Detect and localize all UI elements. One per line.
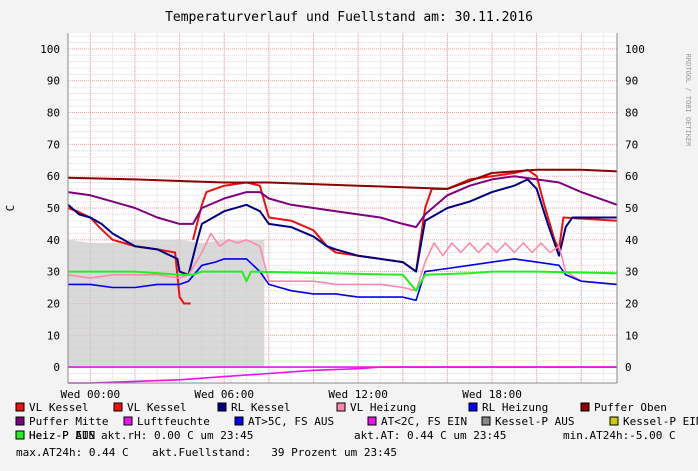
y-tick-label-right: 70 (625, 138, 638, 151)
legend-label: RL Heizung (482, 401, 548, 414)
y-tick-label-left: 50 (47, 202, 60, 215)
legend-swatch (580, 402, 590, 412)
y-axis-label: C (4, 205, 17, 212)
series-line-3 (67, 232, 618, 292)
axes: 0 0 10 10 20 20 30 30 40 40 50 50 60 60 70 70 80 80 90 90 10… (40, 33, 645, 401)
legend-label: VL Kessel (29, 401, 89, 414)
legend-swatch (113, 402, 123, 412)
stats: akt.rH: 0.00 C um 23:45 akt.AT: 0.44 C um… (16, 429, 676, 459)
legend-label: AT<2C, FS EIN (381, 415, 467, 428)
legend-label: Heiz-P AUS (29, 429, 95, 442)
chart-title: Temperaturverlauf und Fuellstand am: 30.… (165, 10, 533, 25)
y-tick-label-right: 100 (625, 43, 645, 56)
watermark: RRDTOOL / TOBI OETIKER (684, 54, 692, 148)
stat-text: min.AT24h:-5.00 C (563, 429, 676, 442)
series-line-13 (68, 270, 618, 292)
legend-swatch (217, 402, 227, 412)
legend-swatch (15, 402, 25, 412)
y-tick-label-right: 10 (625, 329, 638, 342)
legend-swatch (15, 430, 25, 440)
legend: VL Kessel VL Kessel RL Kessel VL Heizung RL … (15, 401, 698, 442)
x-tick-label: Wed 06:00 (194, 388, 254, 401)
y-tick-label-left: 80 (47, 107, 60, 120)
stat-text: akt.rH: 0.00 C um 23:45 (101, 429, 253, 442)
y-tick-label-right: 80 (625, 107, 638, 120)
legend-swatch (234, 416, 244, 426)
series-line-6 (67, 175, 618, 229)
legend-swatch (468, 402, 478, 412)
x-tick-label: Wed 00:00 (61, 388, 121, 401)
legend-label: Puffer Oben (594, 401, 667, 414)
legend-label: RL Kessel (231, 401, 291, 414)
y-tick-label-left: 40 (47, 234, 60, 247)
legend-label: AT>5C, FS AUS (248, 415, 334, 428)
series-line-2 (67, 178, 617, 276)
series-line-4 (68, 258, 618, 302)
legend-swatch (609, 416, 619, 426)
y-tick-label-left: 90 (47, 75, 60, 88)
legend-label: Puffer Mitte (29, 415, 108, 428)
x-tick-label: Wed 12:00 (328, 388, 388, 401)
legend-label: Luftfeuchte (137, 415, 210, 428)
legend-label: VL Kessel (127, 401, 187, 414)
legend-label: VL Heizung (350, 401, 416, 414)
y-tick-label-left: 100 (40, 43, 60, 56)
legend-swatch (367, 416, 377, 426)
y-tick-label-left: 70 (47, 138, 60, 151)
legend-label: Heiz-P EIN (29, 429, 95, 442)
stat-text: max.AT24h: 0.44 C (16, 446, 129, 459)
y-tick-label-left: 10 (47, 329, 60, 342)
legend-label: Kessel-P EIN (623, 415, 698, 428)
legend-swatch (15, 416, 25, 426)
y-tick-label-right: 40 (625, 234, 638, 247)
y-tick-label-left: 30 (47, 266, 60, 279)
stat-text: akt.AT: 0.44 C um 23:45 (354, 429, 506, 442)
legend-swatch (481, 416, 491, 426)
y-tick-label-right: 0 (625, 361, 632, 374)
legend-label: Kessel-P AUS (495, 415, 574, 428)
y-tick-label-right: 50 (625, 202, 638, 215)
y-tick-label-left: 20 (47, 297, 60, 310)
y-tick-label-left: 60 (47, 170, 60, 183)
x-tick-label: Wed 18:00 (462, 388, 522, 401)
y-tick-label-right: 30 (625, 266, 638, 279)
legend-swatch (336, 402, 346, 412)
y-tick-label-right: 60 (625, 170, 638, 183)
legend-swatch (123, 416, 133, 426)
series-lines (67, 168, 618, 384)
y-tick-label-right: 20 (625, 297, 638, 310)
y-tick-label-left: 0 (53, 361, 60, 374)
stat-text: akt.Fuellstand: 39 Prozent um 23:45 (152, 446, 397, 459)
y-tick-label-right: 90 (625, 75, 638, 88)
series-line-5 (67, 168, 618, 190)
